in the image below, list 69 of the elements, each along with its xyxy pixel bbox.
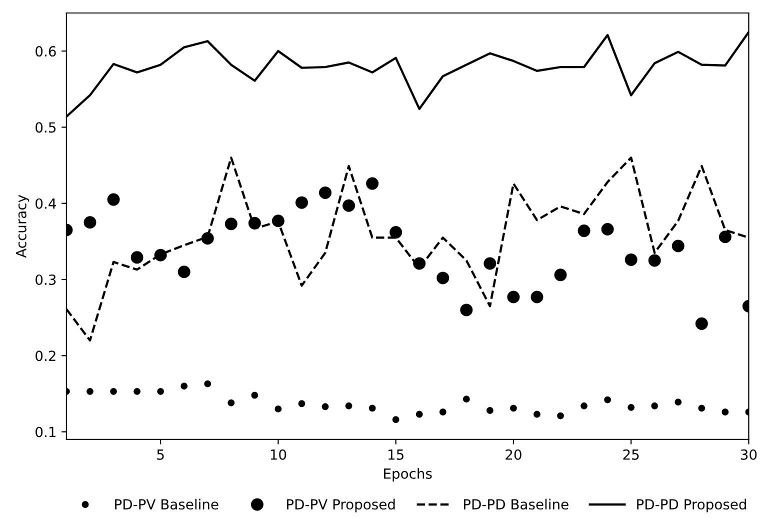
- point: [345, 402, 352, 410]
- point: [224, 218, 238, 230]
- point: [134, 388, 141, 395]
- point: [392, 416, 400, 424]
- x-tick-label: 10: [270, 449, 286, 460]
- point: [580, 402, 588, 410]
- point: [298, 400, 306, 408]
- y-tick-label: 0.6: [36, 46, 56, 57]
- point: [228, 399, 235, 406]
- point: [462, 396, 470, 403]
- point: [628, 404, 635, 411]
- x-tick-label: 20: [506, 449, 522, 460]
- point: [110, 388, 117, 395]
- point: [604, 396, 612, 404]
- point: [718, 230, 732, 244]
- point: [84, 216, 96, 229]
- point: [342, 199, 356, 212]
- point: [578, 224, 590, 238]
- y-axis-title: Accuracy: [16, 194, 30, 258]
- point: [484, 257, 496, 270]
- point: [390, 226, 402, 239]
- x-tick-label: 30: [740, 449, 757, 460]
- point: [554, 268, 567, 282]
- point: [436, 272, 450, 284]
- point: [695, 317, 708, 330]
- point: [534, 410, 540, 418]
- point: [251, 392, 258, 399]
- point: [366, 177, 379, 190]
- point: [439, 408, 446, 416]
- point: [624, 253, 638, 266]
- point: [698, 404, 706, 412]
- y-tick-label: 0.5: [36, 122, 56, 133]
- legend-label: PD-PV Proposed: [287, 498, 395, 512]
- y-tick-label: 0.3: [36, 274, 56, 285]
- legend-label: PD-PD Baseline: [464, 498, 568, 510]
- point: [651, 402, 658, 410]
- point: [368, 404, 376, 412]
- x-tick-label: 5: [157, 450, 164, 460]
- point: [180, 382, 188, 390]
- legend-label: PD-PD Proposed: [637, 498, 746, 512]
- point: [722, 408, 729, 416]
- x-tick-label: 15: [388, 450, 404, 460]
- point: [674, 398, 682, 406]
- x-axis-title: Epochs: [384, 468, 432, 482]
- y-tick-label: 0.4: [36, 198, 56, 209]
- point: [322, 403, 329, 410]
- point: [648, 254, 661, 267]
- point: [601, 222, 614, 236]
- point: [507, 290, 520, 304]
- point: [178, 266, 190, 278]
- y-tick-label: 0.1: [36, 426, 56, 438]
- point: [672, 240, 684, 252]
- point: [274, 405, 282, 412]
- legend-label: PD-PV Baseline: [115, 498, 218, 510]
- y-tick-label: 0.2: [36, 350, 56, 362]
- point: [460, 304, 473, 316]
- point: [557, 412, 564, 420]
- point: [510, 404, 517, 412]
- point: [295, 196, 308, 209]
- point: [204, 380, 212, 388]
- x-tick-label: 25: [623, 449, 639, 460]
- point: [530, 290, 544, 304]
- point: [130, 251, 144, 264]
- point: [486, 406, 494, 414]
- point: [107, 193, 120, 206]
- point: [86, 388, 94, 395]
- point: [157, 388, 164, 395]
- point: [416, 410, 423, 418]
- point: [319, 186, 332, 199]
